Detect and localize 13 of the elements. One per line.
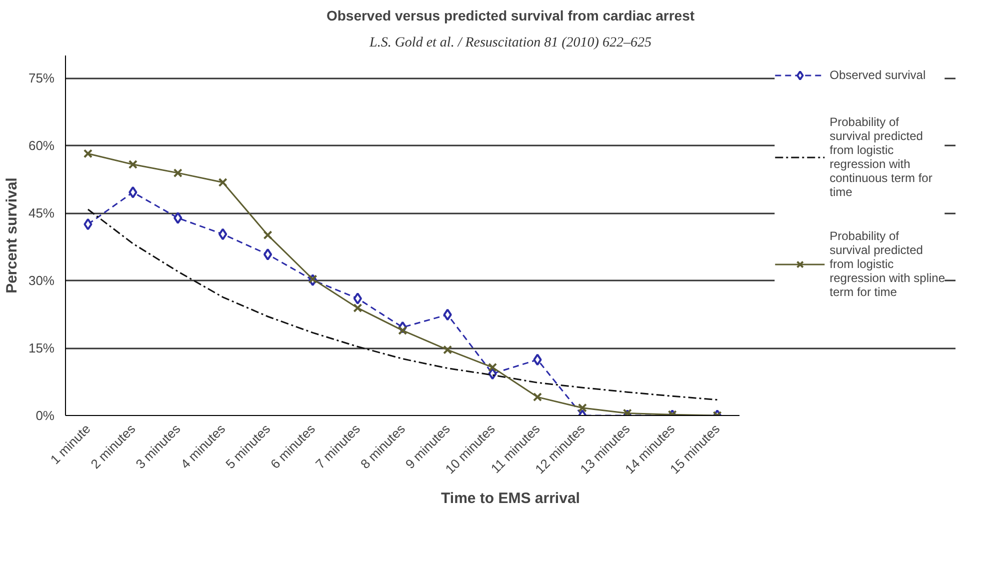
chart-title: Observed versus predicted survival from cardiac arrest: [326, 8, 695, 24]
legend-label: Probability of survival predicted from logistic regression with continuous term for time: [830, 115, 932, 199]
y-tick-label: 45%: [28, 206, 55, 220]
y-axis-title: Percent survival: [3, 178, 20, 294]
x-axis-title: Time to EMS arrival: [441, 490, 580, 508]
y-tick-label: 30%: [28, 273, 55, 288]
y-tick-label: 0%: [36, 408, 55, 423]
legend-label: Probability of survival predicted from logistic regression with spline term for time: [830, 229, 945, 299]
y-tick-label: 15%: [28, 340, 55, 356]
text: L.S. Gold et al. / Resuscitation 81 (2010) 622–625: [368, 36, 652, 50]
y-tick-label: 60%: [28, 138, 55, 153]
y-tick-label: 75%: [28, 70, 55, 86]
legend-label: Observed survival: [830, 68, 926, 82]
